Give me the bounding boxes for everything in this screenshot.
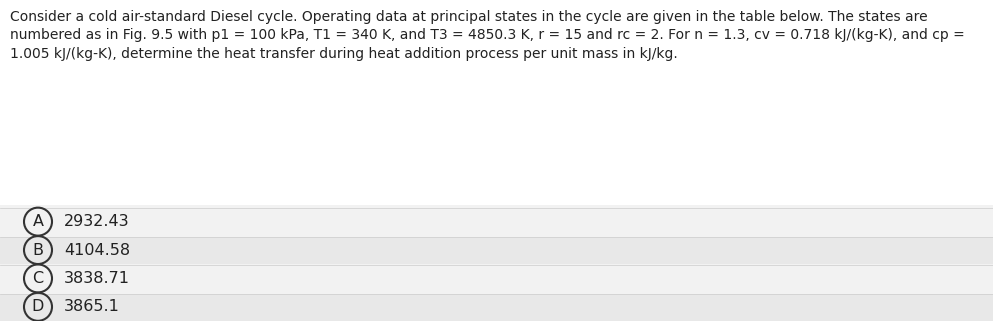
Bar <box>0 237 993 264</box>
Text: B: B <box>33 243 44 257</box>
Text: 3865.1: 3865.1 <box>64 299 120 314</box>
Text: numbered as in Fig. 9.5 with p1 = 100 kPa, T1 = 340 K, and T3 = 4850.3 K, r = 15: numbered as in Fig. 9.5 with p1 = 100 kP… <box>10 29 965 42</box>
Text: D: D <box>32 299 44 314</box>
Bar <box>0 294 993 321</box>
Text: C: C <box>33 271 44 286</box>
Text: A: A <box>33 214 44 229</box>
Bar <box>0 208 993 236</box>
Bar <box>0 0 993 205</box>
Text: 1.005 kJ/(kg-K), determine the heat transfer during heat addition process per un: 1.005 kJ/(kg-K), determine the heat tran… <box>10 47 678 61</box>
Bar <box>0 265 993 293</box>
Text: 2932.43: 2932.43 <box>64 214 130 229</box>
Text: 3838.71: 3838.71 <box>64 271 130 286</box>
Text: Consider a cold air-standard Diesel cycle. Operating data at principal states in: Consider a cold air-standard Diesel cycl… <box>10 10 927 24</box>
Text: 4104.58: 4104.58 <box>64 243 130 257</box>
